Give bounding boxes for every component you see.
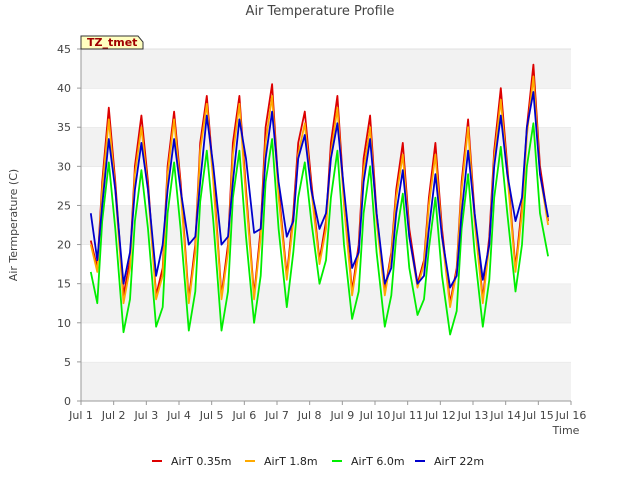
y-tick-label: 25 (57, 199, 71, 212)
grid-band (81, 166, 571, 206)
x-tick-label: Jul 13 (457, 409, 489, 422)
grid-band (81, 127, 571, 167)
series-line-4 (89, 91, 549, 289)
x-tick-label: Jul 8 (297, 409, 322, 422)
y-tick-label: 35 (57, 121, 71, 134)
x-tick-label: Jul 14 (489, 409, 521, 422)
legend: AirT 0.35m AirT 1.8m AirT 6.0m AirT 22m (152, 455, 484, 468)
y-tick-labels: 0 5 10 15 20 25 30 35 40 45 (57, 43, 81, 408)
x-tick-label: Jul 3 (133, 409, 158, 422)
x-tick-label: Jul 16 (555, 409, 587, 422)
x-tick-label: Jul 9 (329, 409, 354, 422)
legend-label: AirT 22m (434, 455, 484, 468)
x-tick-label: Jul 7 (264, 409, 289, 422)
x-tick-label: Jul 15 (522, 409, 554, 422)
y-tick-label: 0 (64, 395, 71, 408)
site-tag: TZ_tmet (80, 35, 144, 50)
x-axis-label: Time (552, 424, 580, 437)
x-tick-label: Jul 11 (391, 409, 423, 422)
x-tick-labels: Jul 1 Jul 2 Jul 3 Jul 4 Jul 5 Jul 6 Jul 7 Jul 8… (68, 401, 586, 422)
grid-band (81, 88, 571, 128)
x-tick-label: Jul 2 (101, 409, 126, 422)
y-axis-label: Air Termperature (C) (7, 169, 20, 281)
grid-band (81, 322, 571, 362)
x-tick-label: Jul 6 (231, 409, 256, 422)
x-tick-label: Jul 10 (359, 409, 391, 422)
x-tick-label: Jul 1 (68, 409, 93, 422)
chart-title: Air Temperature Profile (246, 4, 395, 19)
series-line-3 (89, 122, 549, 336)
x-tick-label: Jul 12 (424, 409, 456, 422)
legend-label: AirT 6.0m (351, 455, 405, 468)
legend-label: AirT 1.8m (264, 455, 318, 468)
site-tag-label: TZ_tmet (87, 36, 137, 49)
y-tick-label: 15 (57, 278, 71, 291)
series-lines (89, 63, 549, 336)
y-tick-label: 30 (57, 160, 71, 173)
grid-band (81, 49, 571, 89)
grid-band (81, 361, 571, 401)
legend-label: AirT 0.35m (171, 455, 232, 468)
y-tick-label: 40 (57, 82, 71, 95)
y-tick-label: 20 (57, 239, 71, 252)
y-tick-label: 45 (57, 43, 71, 56)
x-tick-label: Jul 5 (199, 409, 224, 422)
y-tick-label: 10 (57, 317, 71, 330)
x-tick-label: Jul 4 (166, 409, 191, 422)
y-tick-label: 5 (64, 356, 71, 369)
